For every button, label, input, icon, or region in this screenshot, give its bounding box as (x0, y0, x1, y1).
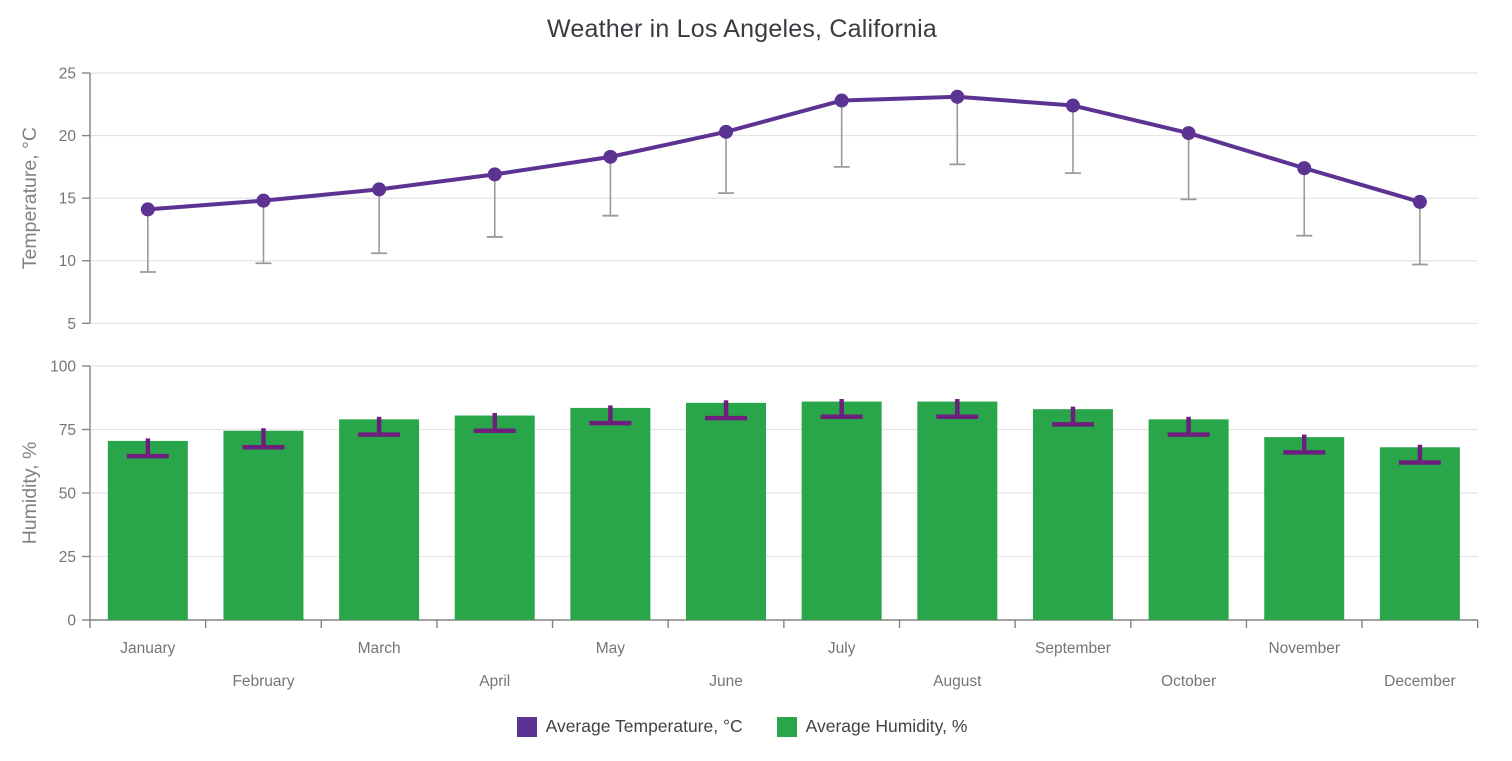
chart-plot-area: 5 10 15 20 25 0 25 50 75 100 January February March A… (19, 66, 1479, 690)
temperature-point-October[interactable] (1181, 126, 1196, 141)
x-axis-label-December: December (1384, 673, 1456, 690)
humidity-bar-October[interactable] (1148, 419, 1229, 620)
x-axis-label-January: January (120, 640, 175, 657)
humidity-bar-February[interactable] (223, 430, 304, 620)
humidity-bar-July[interactable] (801, 401, 882, 620)
x-axis-label-July: July (828, 640, 856, 657)
temperature-point-December[interactable] (1412, 194, 1427, 209)
temperature-y-tick-label: 25 (59, 66, 76, 83)
x-axis-label-September: September (1035, 640, 1111, 657)
legend-swatch-temperature (516, 716, 537, 737)
humidity-y-tick-label: 50 (59, 486, 77, 503)
humidity-bar-April[interactable] (454, 415, 535, 620)
x-axis-label-April: April (479, 673, 510, 690)
humidity-y-tick-label: 0 (67, 613, 76, 630)
x-axis-label-August: August (933, 673, 982, 690)
chart-title: Weather in Los Angeles, California (547, 15, 937, 43)
legend-item-humidity[interactable]: Average Humidity, % (776, 716, 968, 737)
x-axis-label-May: May (596, 640, 626, 657)
temperature-point-July[interactable] (834, 93, 849, 108)
legend-item-temperature[interactable]: Average Temperature, °C (516, 716, 743, 737)
temperature-point-February[interactable] (256, 193, 271, 208)
temperature-point-September[interactable] (1065, 98, 1080, 113)
x-axis-label-June: June (709, 673, 743, 690)
humidity-bar-June[interactable] (686, 402, 767, 620)
temperature-point-April[interactable] (487, 167, 502, 182)
humidity-y-tick-label: 100 (50, 359, 76, 376)
temperature-point-November[interactable] (1297, 161, 1312, 176)
temperature-point-August[interactable] (950, 89, 965, 104)
humidity-bar-December[interactable] (1379, 447, 1460, 620)
humidity-y-tick-label: 25 (59, 549, 76, 566)
temperature-point-June[interactable] (719, 124, 734, 139)
temperature-y-tick-label: 5 (67, 316, 76, 333)
legend-label-humidity: Average Humidity, % (805, 716, 968, 736)
temperature-point-March[interactable] (372, 182, 387, 197)
legend-label-temperature: Average Temperature, °C (545, 716, 743, 736)
temperature-axis-title: Temperature, °C (19, 127, 41, 269)
humidity-bar-August[interactable] (917, 401, 998, 620)
humidity-bar-May[interactable] (570, 407, 651, 620)
chart-legend: Average Temperature, °C Average Humidity… (0, 716, 1484, 737)
humidity-bar-November[interactable] (1264, 437, 1345, 620)
x-axis-label-March: March (358, 640, 401, 657)
temperature-y-tick-label: 10 (59, 253, 77, 270)
humidity-bar-September[interactable] (1032, 409, 1113, 620)
temperature-y-tick-label: 15 (59, 191, 76, 208)
temperature-line[interactable] (145, 94, 1422, 212)
humidity-axis-title: Humidity, % (19, 442, 41, 545)
x-axis-label-November: November (1268, 640, 1340, 657)
legend-swatch-humidity (776, 716, 797, 737)
humidity-bar-January[interactable] (107, 440, 188, 620)
humidity-y-tick-label: 75 (59, 422, 76, 439)
temperature-y-tick-label: 20 (59, 128, 77, 145)
x-axis-label-February: February (232, 673, 294, 690)
temperature-point-May[interactable] (603, 149, 618, 164)
x-axis-label-October: October (1161, 673, 1216, 690)
humidity-bar-March[interactable] (339, 419, 420, 620)
temperature-point-January[interactable] (140, 202, 155, 217)
